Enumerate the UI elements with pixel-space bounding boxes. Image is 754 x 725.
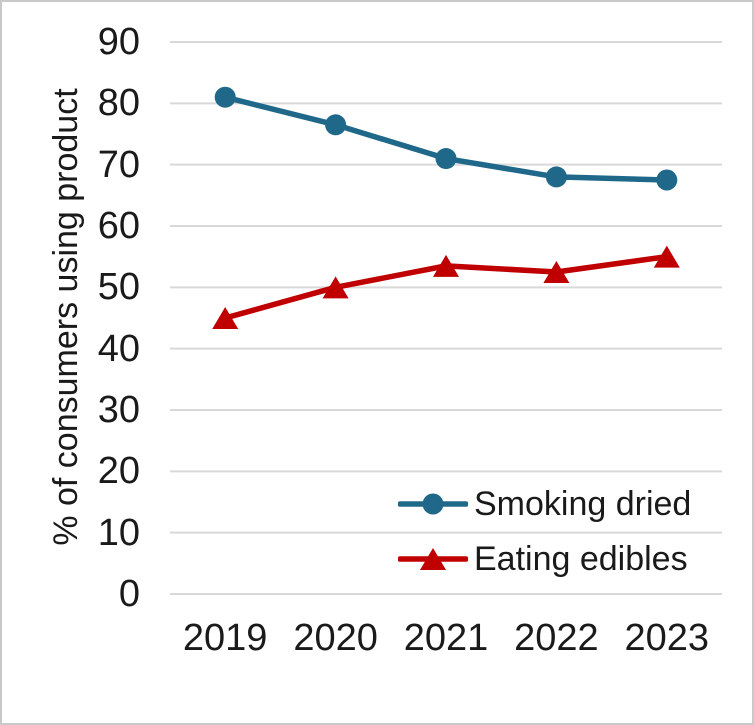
data-point-triangle (212, 307, 239, 329)
data-point-triangle (433, 254, 459, 277)
data-point-triangle (322, 276, 349, 299)
data-point-circle (325, 114, 347, 136)
data-point-triangle (543, 261, 570, 283)
data-point-circle (656, 169, 678, 191)
data-point-circle (545, 166, 567, 188)
data-point-circle (214, 86, 236, 108)
data-point-circle (435, 148, 457, 170)
data-point-triangle (653, 245, 680, 268)
